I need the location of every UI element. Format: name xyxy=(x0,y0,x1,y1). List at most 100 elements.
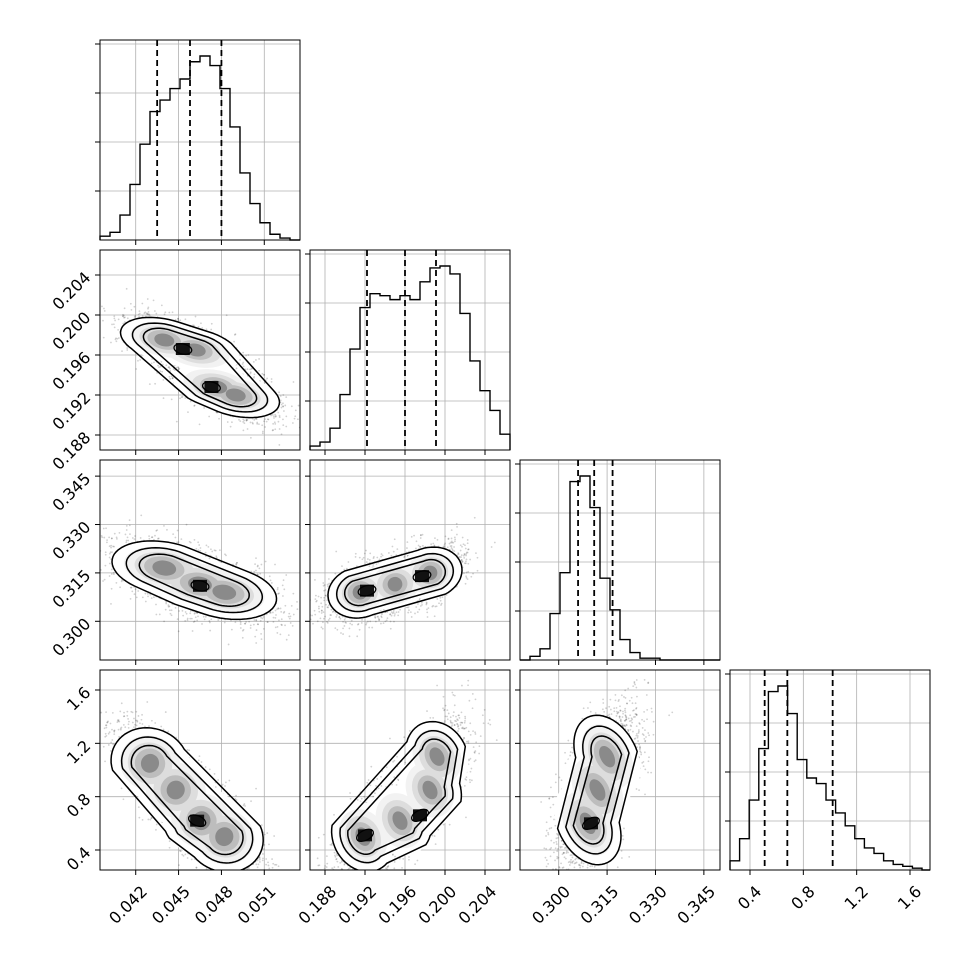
scatter-point xyxy=(144,600,147,603)
scatter-point xyxy=(262,616,265,618)
histogram-step xyxy=(99,55,300,241)
scatter-point xyxy=(177,541,180,544)
scatter-point xyxy=(110,341,112,344)
scatter-point xyxy=(144,311,147,314)
scatter-point xyxy=(234,621,237,624)
scatter-point xyxy=(254,417,257,420)
scatter-point xyxy=(144,592,147,595)
scatter-point xyxy=(121,315,124,318)
scatter-point xyxy=(175,420,178,423)
scatter-point xyxy=(194,315,197,318)
scatter-point xyxy=(205,328,208,331)
scatter-point xyxy=(270,582,273,584)
scatter-point xyxy=(236,561,238,564)
scatter-point xyxy=(157,364,159,367)
scatter-point xyxy=(164,311,167,314)
scatter-point xyxy=(110,568,113,571)
scatter-point xyxy=(272,616,275,619)
scatter-point xyxy=(256,623,259,626)
scatter-point xyxy=(250,368,253,370)
histogram-panel-0 xyxy=(95,39,301,245)
scatter-point xyxy=(292,592,295,595)
scatter-point xyxy=(177,319,180,322)
scatter-point xyxy=(197,541,200,544)
x-tick-label: 1.2 xyxy=(841,882,872,913)
scatter-point xyxy=(128,524,131,527)
x-tick-label: 0.4 xyxy=(734,882,765,913)
scatter-point xyxy=(241,363,244,365)
scatter-point xyxy=(254,635,257,638)
scatter-point xyxy=(261,424,264,427)
scatter-point xyxy=(277,420,280,423)
scatter-point xyxy=(261,432,264,435)
scatter-point xyxy=(225,314,228,317)
scatter-point xyxy=(113,315,116,318)
scatter-point xyxy=(235,367,238,370)
scatter-point xyxy=(274,563,276,566)
scatter-point xyxy=(278,592,280,595)
scatter-point xyxy=(245,418,248,421)
density-contour xyxy=(142,327,258,408)
scatter-point xyxy=(110,546,112,549)
scatter-point xyxy=(263,420,265,423)
scatter-point xyxy=(255,619,258,622)
scatter-point xyxy=(169,377,172,380)
scatter-point xyxy=(103,536,106,539)
scatter-point xyxy=(242,361,245,364)
scatter-point xyxy=(148,537,151,540)
scatter-point xyxy=(253,376,256,378)
scatter-point xyxy=(277,607,280,610)
y-tick-label: 0.204 xyxy=(49,268,95,314)
scatter-point xyxy=(108,575,111,577)
scatter-point xyxy=(171,377,174,380)
scatter-point xyxy=(104,551,107,554)
scatter-point xyxy=(155,529,158,532)
scatter-point xyxy=(157,537,160,540)
scatter-point xyxy=(267,418,270,421)
scatter-point xyxy=(218,417,220,420)
scatter-point xyxy=(155,613,158,616)
scatter-point xyxy=(179,319,182,322)
scatter-point xyxy=(266,621,269,623)
scatter-point xyxy=(276,632,279,634)
scatter-point xyxy=(125,287,128,290)
scatter-point xyxy=(233,340,235,343)
scatter-point xyxy=(284,404,287,407)
scatter-point xyxy=(203,407,206,409)
scatter-point xyxy=(101,305,103,308)
scatter-point xyxy=(170,375,173,378)
scatter-point xyxy=(197,549,200,552)
scatter-point xyxy=(266,621,269,624)
scatter-point xyxy=(263,374,265,376)
scatter-point xyxy=(280,623,283,626)
scatter-point xyxy=(283,588,286,591)
pair-density xyxy=(101,287,300,446)
scatter-point xyxy=(109,551,112,554)
scatter-point xyxy=(162,397,165,400)
scatter-point xyxy=(96,554,98,556)
scatter-point xyxy=(305,611,307,613)
scatter-point xyxy=(245,354,247,357)
scatter-point xyxy=(254,563,256,566)
scatter-point xyxy=(148,535,150,537)
scatter-point xyxy=(138,310,141,313)
scatter-point xyxy=(258,358,261,360)
scatter-point xyxy=(279,607,282,610)
scatter-point xyxy=(243,422,246,425)
scatter-point xyxy=(134,588,137,591)
x-tick-label: 1.6 xyxy=(894,882,925,913)
scatter-point xyxy=(253,619,256,621)
scatter-point xyxy=(170,614,173,617)
scatter-point xyxy=(157,537,159,540)
scatter-point xyxy=(292,381,295,383)
scatter-point xyxy=(264,426,267,428)
scatter-point xyxy=(283,610,286,613)
scatter-point xyxy=(125,539,128,542)
scatter-point xyxy=(244,622,246,625)
histogram-step xyxy=(729,685,930,871)
scatter-point xyxy=(141,315,144,318)
scatter-point xyxy=(112,545,114,548)
density-contour xyxy=(119,316,281,419)
scatter-point xyxy=(223,621,226,624)
scatter-point xyxy=(282,611,285,614)
